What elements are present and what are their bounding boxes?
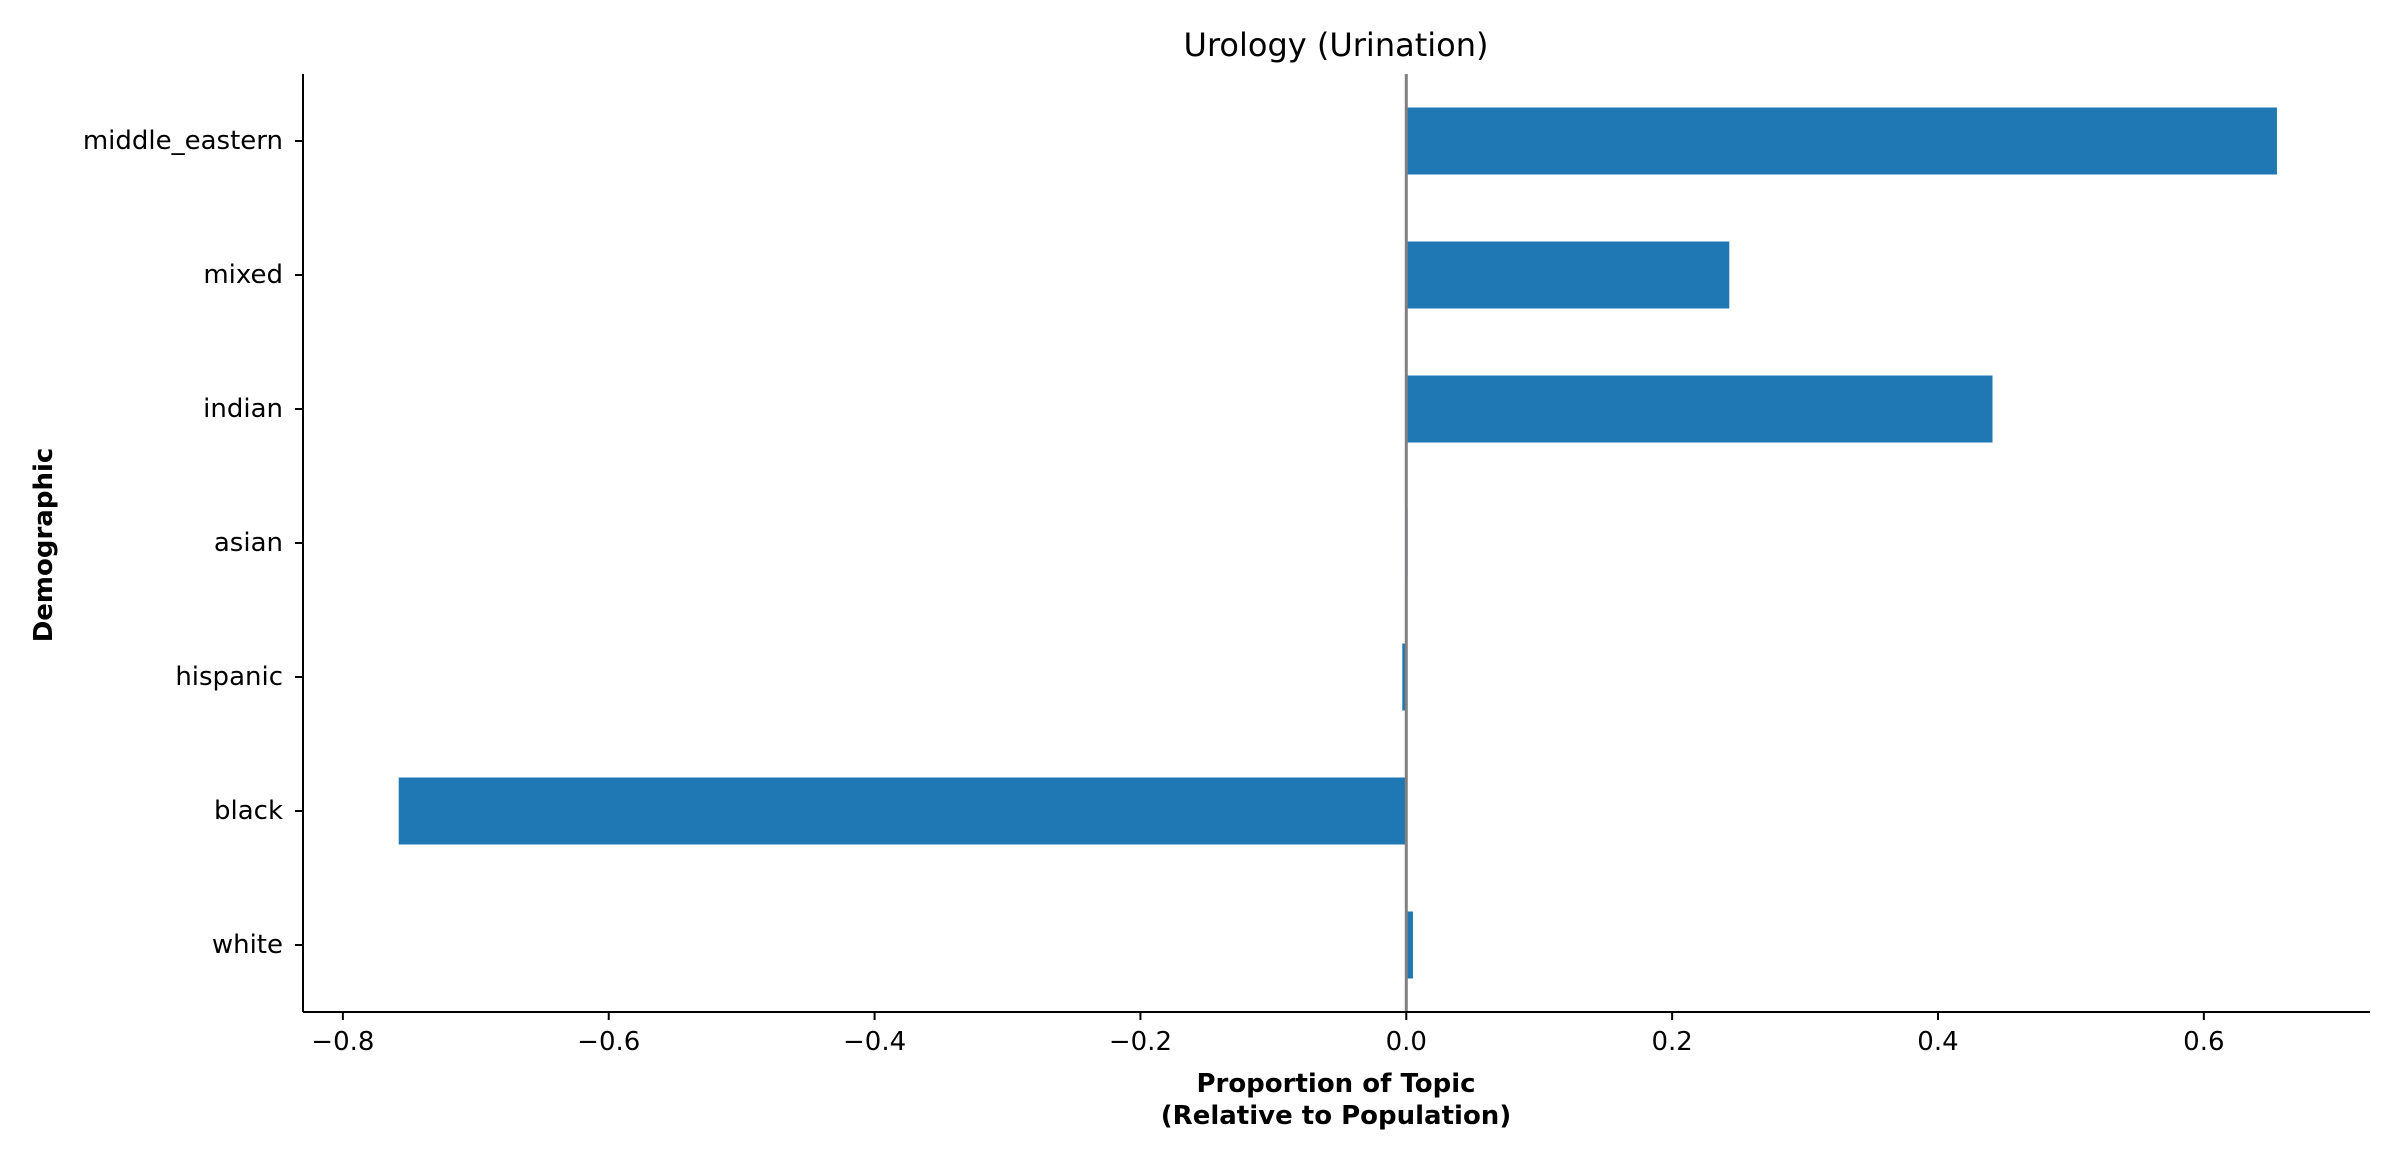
x-tick-label: −0.4: [843, 1027, 906, 1057]
y-tick-label: hispanic: [175, 662, 283, 692]
y-axis-label: Demographic: [29, 448, 59, 643]
chart-title: Urology (Urination): [1184, 26, 1489, 64]
x-tick-label: −0.8: [311, 1027, 374, 1057]
y-tick-label: mixed: [203, 260, 283, 290]
bars-group: [398, 107, 2277, 979]
bar-black: [398, 777, 1407, 845]
x-tick-label: 0.4: [1917, 1027, 1958, 1057]
y-tick-label: asian: [214, 528, 283, 558]
x-tick-label: 0.2: [1651, 1027, 1692, 1057]
bar-mixed: [1406, 241, 1730, 309]
y-tick-label: middle_eastern: [83, 126, 283, 156]
bar-hispanic: [1402, 643, 1407, 711]
x-axis-label-line-2: (Relative to Population): [1161, 1101, 1511, 1131]
y-tick-label: indian: [203, 394, 283, 424]
x-tick-label: 0.0: [1386, 1027, 1427, 1057]
y-ticks-group: white black hispanic asian indian mixed middle…: [83, 126, 303, 960]
x-tick-label: −0.2: [1109, 1027, 1172, 1057]
bar-indian: [1406, 375, 1993, 443]
y-tick-label: black: [214, 796, 283, 826]
x-axis-label-line-1: Proportion of Topic: [1196, 1069, 1475, 1099]
x-ticks-group: −0.8 −0.6 −0.4 −0.2 0.0 0.2 0.4 0.6: [311, 1012, 2225, 1057]
x-tick-label: 0.6: [2183, 1027, 2224, 1057]
bar-middle-eastern: [1406, 107, 2277, 175]
y-tick-label: white: [212, 930, 283, 960]
bar-white: [1406, 911, 1413, 979]
x-tick-label: −0.6: [577, 1027, 640, 1057]
